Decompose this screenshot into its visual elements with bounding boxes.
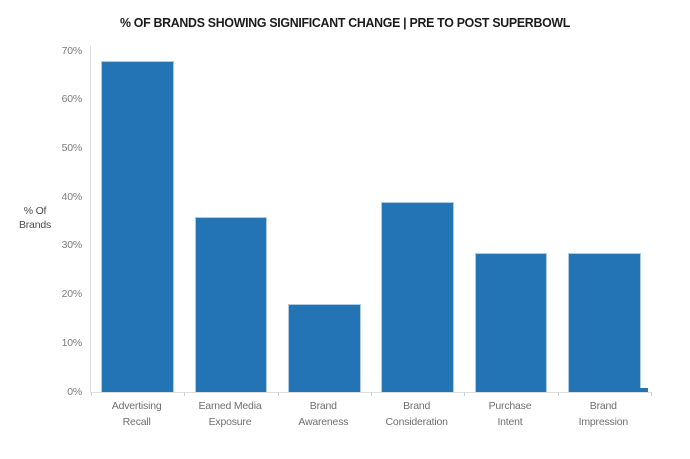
y-axis-tick-label: 30% bbox=[61, 239, 83, 252]
y-axis-tick-label: 20% bbox=[61, 288, 83, 301]
plot-area bbox=[90, 46, 652, 396]
x-axis-category-label-line: Advertising bbox=[111, 400, 162, 412]
x-axis-category-label-line: Awareness bbox=[298, 416, 349, 428]
x-axis-category-label: Brand Impression bbox=[557, 398, 650, 430]
chart-title: % OF BRANDS SHOWING SIGNIFICANT CHANGE |… bbox=[119, 15, 571, 30]
bar-slot bbox=[558, 46, 651, 392]
bar-slot bbox=[91, 46, 184, 392]
x-axis-tick bbox=[91, 392, 92, 396]
x-axis-category-label-line: Brand bbox=[589, 400, 617, 412]
x-axis-category-label-line: Consideration bbox=[385, 416, 448, 428]
bar-brand-consideration bbox=[381, 202, 455, 392]
x-axis-labels: Advertising Recall Earned Media Exposure Bra… bbox=[90, 398, 650, 430]
y-axis-tick-label: 60% bbox=[61, 93, 83, 106]
y-axis-title-line2: Brands bbox=[18, 219, 52, 231]
y-axis-tick-label: 10% bbox=[61, 336, 83, 349]
x-axis-category-label-line: Earned Media bbox=[198, 400, 262, 412]
baseline-sliver-artifact bbox=[624, 388, 648, 392]
x-axis-category-label-line: Brand bbox=[309, 400, 337, 412]
x-axis-tick bbox=[651, 392, 652, 396]
x-axis-tick bbox=[464, 392, 466, 396]
x-axis-category-label-line: Impression bbox=[578, 416, 629, 428]
y-axis-tick-label: 0% bbox=[67, 385, 82, 398]
y-axis-title: % Of Brands bbox=[6, 204, 64, 232]
bars-container bbox=[91, 46, 651, 392]
bar-slot bbox=[184, 46, 277, 392]
x-axis-category-label-line: Intent bbox=[497, 416, 523, 428]
bar-slot bbox=[371, 46, 464, 392]
bar-brand-impression bbox=[567, 253, 641, 392]
bar-slot bbox=[464, 46, 557, 392]
y-axis-tick-label: 50% bbox=[61, 141, 83, 154]
x-axis-category-label: Brand Consideration bbox=[370, 398, 463, 430]
y-axis-title-line1: % Of bbox=[23, 205, 47, 217]
x-axis-tick bbox=[184, 392, 186, 396]
bar-advertising-recall bbox=[101, 60, 175, 392]
x-axis-category-label: Earned Media Exposure bbox=[183, 398, 276, 430]
y-axis-tick-label: 40% bbox=[61, 190, 83, 203]
x-axis-category-label-line: Purchase bbox=[488, 400, 532, 412]
bar-slot bbox=[278, 46, 371, 392]
x-axis-tick bbox=[277, 392, 279, 396]
x-axis-tick bbox=[557, 392, 559, 396]
bar-earned-media-exposure bbox=[194, 216, 268, 392]
x-axis-category-label-line: Recall bbox=[122, 416, 151, 428]
x-axis-category-label: Purchase Intent bbox=[463, 398, 556, 430]
x-axis-category-label: Advertising Recall bbox=[90, 398, 183, 430]
x-axis-tick bbox=[371, 392, 372, 396]
x-axis-category-label: Brand Awareness bbox=[277, 398, 370, 430]
bar-purchase-intent bbox=[474, 253, 548, 392]
bar-brand-awareness bbox=[287, 304, 361, 392]
x-axis-category-label-line: Brand bbox=[403, 400, 431, 412]
x-axis-category-label-line: Exposure bbox=[208, 416, 252, 428]
y-axis-tick-label: 70% bbox=[61, 44, 83, 57]
